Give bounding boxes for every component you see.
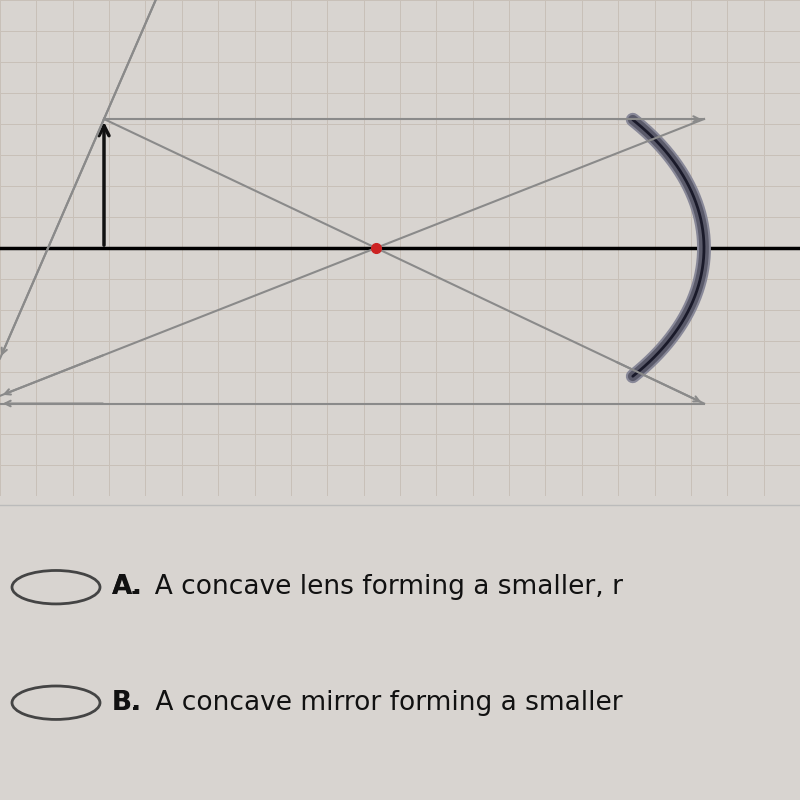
Text: B.: B. [112,690,142,716]
Text: A.  A concave lens forming a smaller, r: A. A concave lens forming a smaller, r [112,574,623,600]
Text: B.  A concave mirror forming a smaller: B. A concave mirror forming a smaller [112,690,622,716]
Text: A.: A. [112,574,143,600]
